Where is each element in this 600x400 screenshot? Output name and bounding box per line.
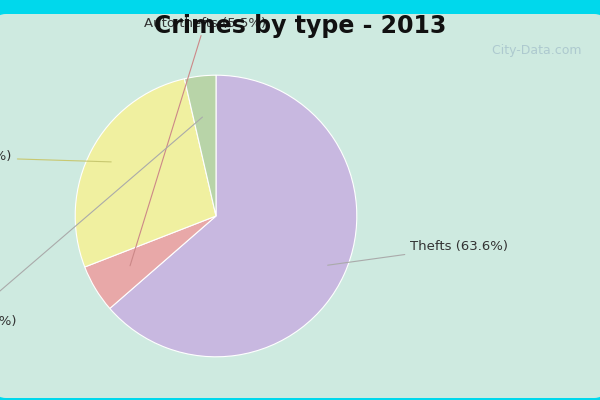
Text: Crimes by type - 2013: Crimes by type - 2013 xyxy=(154,14,446,38)
Wedge shape xyxy=(85,216,216,308)
Wedge shape xyxy=(184,75,216,216)
Text: Assaults (3.6%): Assaults (3.6%) xyxy=(0,117,202,328)
Text: City-Data.com: City-Data.com xyxy=(485,44,582,57)
Text: Burglaries (27.3%): Burglaries (27.3%) xyxy=(0,150,111,163)
Wedge shape xyxy=(75,79,216,267)
Text: Auto thefts (5.5%): Auto thefts (5.5%) xyxy=(130,17,266,266)
Wedge shape xyxy=(110,75,357,357)
Text: Thefts (63.6%): Thefts (63.6%) xyxy=(328,240,508,265)
